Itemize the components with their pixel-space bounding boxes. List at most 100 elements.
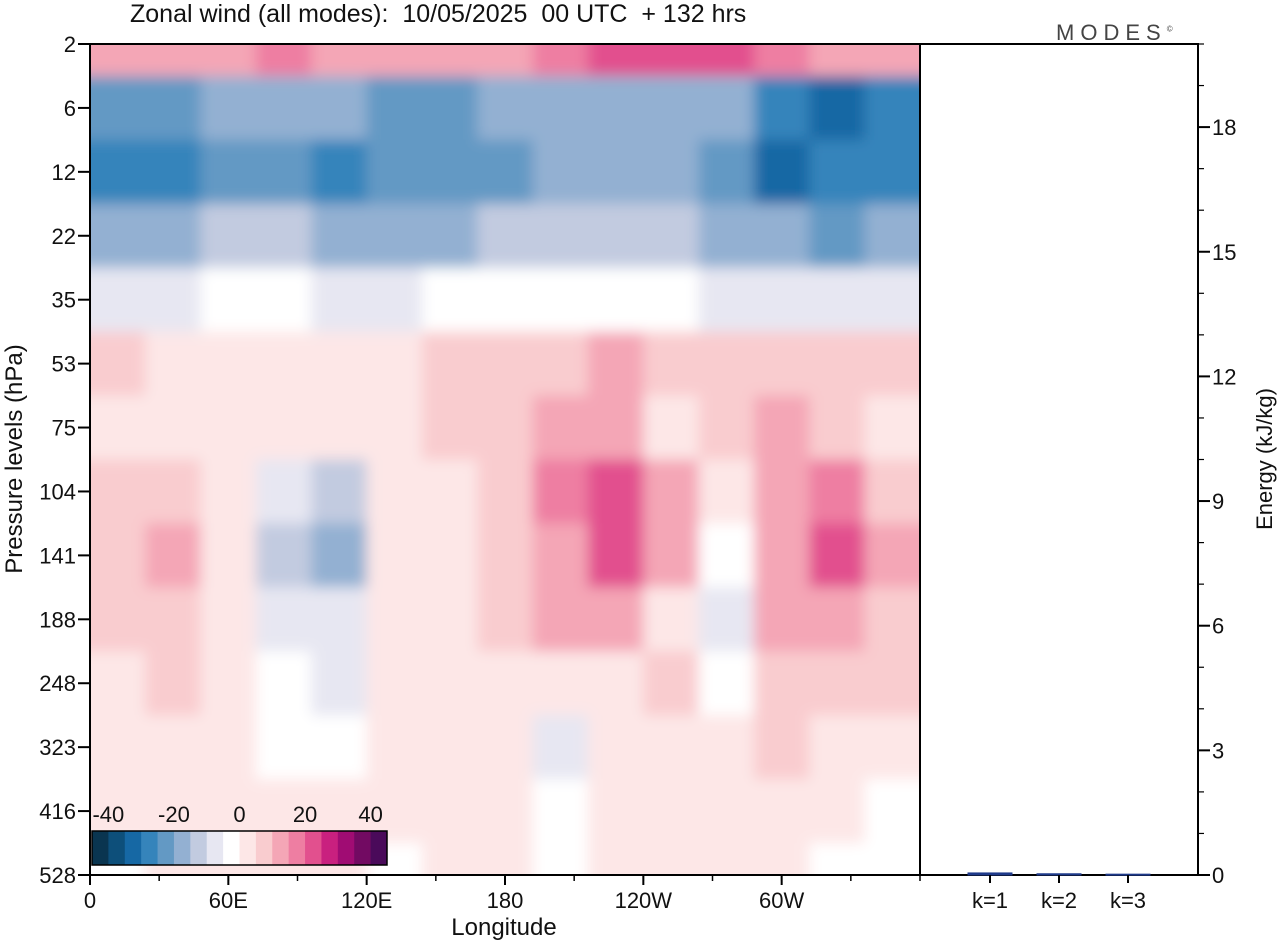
heatmap-cell <box>422 459 479 525</box>
pressure-axis: 2 6 12 22 35 53 75 104 141 188 248 323 416 528 <box>39 32 90 888</box>
colorbar-swatch <box>92 831 109 865</box>
heatmap-cell <box>256 139 313 205</box>
heatmap-cell <box>366 203 423 269</box>
heatmap-cell <box>532 459 589 525</box>
y-tick-label: 22 <box>52 224 76 249</box>
heatmap-cell <box>256 459 313 525</box>
heatmap-cell <box>477 843 534 875</box>
heatmap-cell <box>698 779 755 845</box>
heatmap-cell <box>200 651 257 717</box>
heatmap-cell <box>145 587 202 653</box>
heatmap-cell <box>588 843 645 875</box>
zonal-wind-heatmap <box>90 44 920 875</box>
heatmap-cell <box>422 715 479 781</box>
heatmap-cell <box>422 779 479 845</box>
colorbar-swatch <box>354 831 372 865</box>
colorbar-swatch <box>108 831 126 865</box>
colorbar-swatch <box>321 831 339 865</box>
y-tick-label: 188 <box>39 607 76 632</box>
heatmap-cell <box>422 75 479 141</box>
heatmap-cell <box>256 587 313 653</box>
heatmap-cell <box>477 779 534 845</box>
heatmap-cell <box>864 843 920 875</box>
heatmap-cell <box>477 651 534 717</box>
heatmap-cell <box>809 395 866 461</box>
heatmap-cell <box>200 203 257 269</box>
heatmap-cell <box>366 44 423 77</box>
heatmap-cell <box>422 267 479 333</box>
heatmap-cell <box>754 587 811 653</box>
heatmap-cell <box>588 75 645 141</box>
heatmap-cell <box>90 75 147 141</box>
heatmap-cell <box>698 203 755 269</box>
colorbar-swatch <box>141 831 159 865</box>
heatmap-cell <box>588 651 645 717</box>
y-tick-label: 2 <box>64 32 76 57</box>
energy-tick-label: 6 <box>1212 614 1224 639</box>
heatmap-cell <box>588 715 645 781</box>
heatmap-cell <box>311 75 368 141</box>
heatmap-cell <box>698 651 755 717</box>
colorbar-swatch <box>124 831 142 865</box>
heatmap-cell <box>754 44 811 77</box>
heatmap-cell <box>643 75 700 141</box>
brand-logo: MODES© <box>1056 20 1173 46</box>
heatmap-cell <box>145 267 202 333</box>
heatmap-cell <box>422 523 479 589</box>
x-tick-label: 60E <box>209 888 248 913</box>
heatmap-cell <box>588 139 645 205</box>
y-tick-label: 248 <box>39 671 76 696</box>
heatmap-cell <box>643 523 700 589</box>
heatmap-cell <box>90 44 147 77</box>
heatmap-cell <box>588 523 645 589</box>
heatmap-cell <box>698 523 755 589</box>
heatmap-cell <box>864 267 920 333</box>
heatmap-cell <box>643 395 700 461</box>
y-tick-label: 141 <box>39 543 76 568</box>
heatmap-cell <box>643 715 700 781</box>
colorbar-swatch <box>255 831 273 865</box>
heatmap-cell <box>809 651 866 717</box>
heatmap-cell <box>90 139 147 205</box>
heatmap-cell <box>864 587 920 653</box>
heatmap-cell <box>754 75 811 141</box>
heatmap-cell <box>754 395 811 461</box>
heatmap-cell <box>422 44 479 77</box>
x-tick-label: 180 <box>487 888 524 913</box>
heatmap-cell <box>256 44 313 77</box>
heatmap-cell <box>422 651 479 717</box>
heatmap-cell <box>311 523 368 589</box>
heatmap-cell <box>698 139 755 205</box>
y-tick-label: 6 <box>64 96 76 121</box>
heatmap-cell <box>588 779 645 845</box>
energy-tick-label: 9 <box>1212 489 1224 514</box>
heatmap-cell <box>754 843 811 875</box>
colorbar-legend: -40 -20 0 20 40 <box>91 802 388 866</box>
heatmap-cell <box>864 651 920 717</box>
colorbar-label: 40 <box>358 802 382 827</box>
heatmap-cell <box>422 587 479 653</box>
heatmap-cell <box>698 715 755 781</box>
heatmap-cell <box>643 779 700 845</box>
heatmap-cell <box>477 267 534 333</box>
heatmap-cell <box>145 523 202 589</box>
heatmap-cell <box>588 395 645 461</box>
heatmap-cell <box>200 395 257 461</box>
heatmap-cell <box>90 587 147 653</box>
heatmap-cell <box>532 267 589 333</box>
heatmap-cell <box>809 139 866 205</box>
heatmap-cell <box>864 203 920 269</box>
heatmap-cell <box>532 395 589 461</box>
heatmap-cell <box>366 651 423 717</box>
heatmap-cell <box>698 587 755 653</box>
brand-text: MODES <box>1056 20 1167 45</box>
heatmap-cell <box>532 139 589 205</box>
heatmap-cell <box>200 459 257 525</box>
heatmap-cell <box>477 459 534 525</box>
heatmap-cell <box>532 651 589 717</box>
heatmap-cell <box>256 395 313 461</box>
heatmap-cell <box>145 75 202 141</box>
heatmap-cell <box>698 331 755 397</box>
y-tick-label: 35 <box>52 288 76 313</box>
